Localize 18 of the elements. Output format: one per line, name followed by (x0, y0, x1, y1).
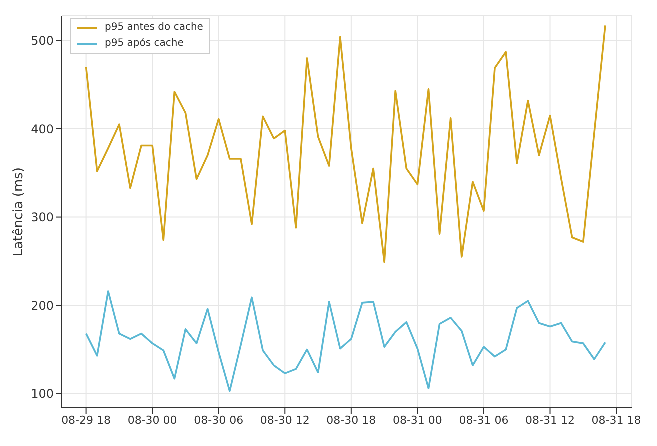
y-tick-label: 300 (31, 210, 54, 225)
y-tick-label: 400 (31, 122, 54, 136)
line-series (85, 290, 606, 392)
x-tick-label: 08-30 00 (128, 414, 178, 427)
x-tick-label: 08-31 06 (459, 414, 509, 427)
y-axis-title: Latência (ms) (12, 168, 27, 256)
x-tick-label: 08-31 12 (526, 414, 575, 427)
x-tick-label: 08-30 06 (194, 414, 244, 427)
legend-label: p95 após cache (105, 37, 184, 51)
legend-label: p95 antes do cache (105, 21, 204, 35)
x-tick-label: 08-31 00 (392, 414, 442, 427)
x-tick-label: 08-31 18 (592, 414, 642, 427)
x-tick-label: 08-30 18 (326, 414, 376, 427)
y-tick-label: 500 (31, 34, 54, 48)
y-tick-label: 200 (31, 298, 54, 313)
x-tick-label: 08-29 18 (62, 414, 112, 427)
y-tick-label: 100 (31, 387, 54, 402)
x-tick-label: 08-30 12 (260, 414, 310, 427)
